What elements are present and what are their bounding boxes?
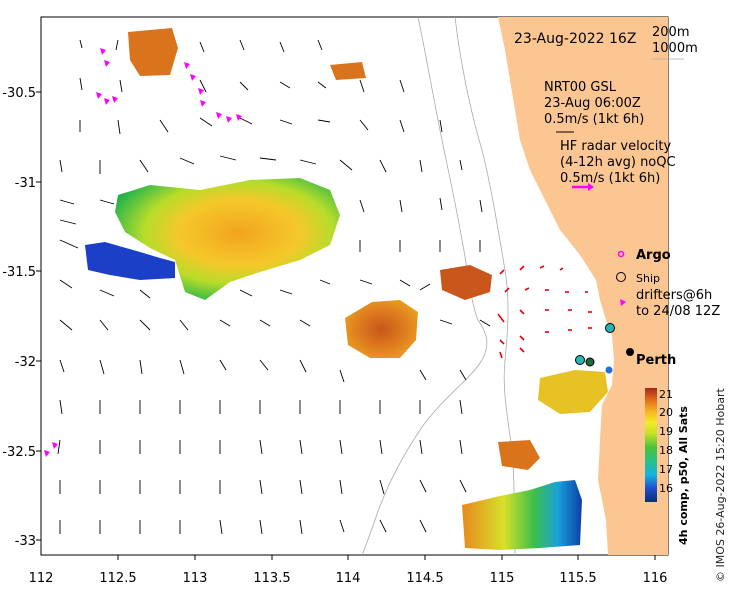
isobath-label-200m: 200m xyxy=(652,25,689,40)
sst-patch-north-east xyxy=(330,62,366,80)
x-tick-label: 114.5 xyxy=(406,571,443,586)
colorbar-tick: 21 xyxy=(659,388,673,401)
y-tick-label: -30.5 xyxy=(2,86,36,101)
sst-patch-coast-north xyxy=(440,265,492,300)
model-legend-line3: 0.5m/s (1kt 6h) xyxy=(544,112,644,127)
y-tick-label: -31 xyxy=(15,176,36,191)
x-tick-label: 113.5 xyxy=(253,571,290,586)
sst-patch-warm-core xyxy=(115,178,340,300)
colorbar-label: 4h comp, p50, All Sats xyxy=(677,406,690,545)
isobath-label-1000m: 1000m xyxy=(652,41,698,56)
sst-patch-north xyxy=(128,28,178,76)
x-tick-label: 114 xyxy=(336,571,361,586)
sst-patch-mid xyxy=(498,440,540,470)
y-tick-label: -32.5 xyxy=(2,445,36,460)
date-label: 23-Aug-2022 16Z xyxy=(514,31,636,47)
x-tick-label: 112.5 xyxy=(99,571,136,586)
x-tick-label: 112 xyxy=(29,571,54,586)
land-western-australia xyxy=(498,17,668,555)
y-tick-label: -33 xyxy=(15,534,36,549)
argo-legend-label: Argo xyxy=(636,248,671,263)
radar-legend-line2: (4-12h avg) noQC xyxy=(560,155,676,170)
model-current-arrows xyxy=(57,39,491,535)
x-axis: 112 112.5 113 113.5 114 114.5 115 115.5 … xyxy=(29,571,668,586)
ship-legend-symbol xyxy=(616,272,626,282)
sst-patch-cold-west xyxy=(85,242,175,280)
colorbar xyxy=(645,388,657,502)
y-tick-label: -32 xyxy=(15,355,36,370)
drifter-legend-symbol xyxy=(620,299,626,306)
axis-tick-marks xyxy=(36,91,656,560)
mooring-marker xyxy=(575,355,585,365)
radar-legend-line1: HF radar velocity xyxy=(560,139,672,154)
credit-text: © IMOS 26-Aug-2022 15:20 Hobart xyxy=(714,388,727,582)
moorings xyxy=(575,323,634,374)
mooring-marker xyxy=(605,366,613,374)
sst-patch-perth xyxy=(538,370,608,414)
ship-legend-label: Ship xyxy=(636,272,660,285)
model-legend-line2: 23-Aug 06:00Z xyxy=(544,96,641,111)
colorbar-tick: 16 xyxy=(659,482,673,495)
argo-legend-symbol xyxy=(617,250,625,258)
model-legend-line1: NRT00 GSL xyxy=(544,80,617,95)
perth-city-marker xyxy=(626,348,634,356)
sst-patches xyxy=(85,28,608,550)
colorbar-tick: 18 xyxy=(659,444,673,457)
sst-patch-south xyxy=(462,480,582,550)
y-tick-label: -31.5 xyxy=(2,265,36,280)
colorbar-tick: 17 xyxy=(659,463,673,476)
sst-patch-eddy xyxy=(345,300,418,358)
x-tick-label: 113 xyxy=(183,571,208,586)
x-tick-label: 116 xyxy=(643,571,668,586)
mooring-marker xyxy=(605,323,615,333)
isobath-1000m xyxy=(361,16,488,556)
x-tick-label: 115 xyxy=(490,571,515,586)
credit-label: © IMOS 26-Aug-2022 15:20 Hobart xyxy=(712,342,732,582)
drifter-legend-line1: drifters@6h xyxy=(636,288,712,303)
y-axis: -30.5 -31 -31.5 -32 -32.5 -33 xyxy=(2,86,36,549)
drifter-legend-line2: to 24/08 12Z xyxy=(636,304,720,319)
colorbar-ticks: 21 20 19 18 17 16 xyxy=(659,388,673,495)
radar-current-arrows xyxy=(497,265,592,359)
radar-legend-arrowhead xyxy=(588,183,594,191)
city-label-perth: Perth xyxy=(636,353,676,368)
x-tick-label: 115.5 xyxy=(559,571,596,586)
colorbar-tick: 19 xyxy=(659,425,673,438)
drifter-tracks xyxy=(44,48,242,457)
mooring-marker xyxy=(585,357,595,367)
radar-legend-line3: 0.5m/s (1kt 6h) xyxy=(560,171,660,186)
colorbar-tick: 20 xyxy=(659,406,673,419)
